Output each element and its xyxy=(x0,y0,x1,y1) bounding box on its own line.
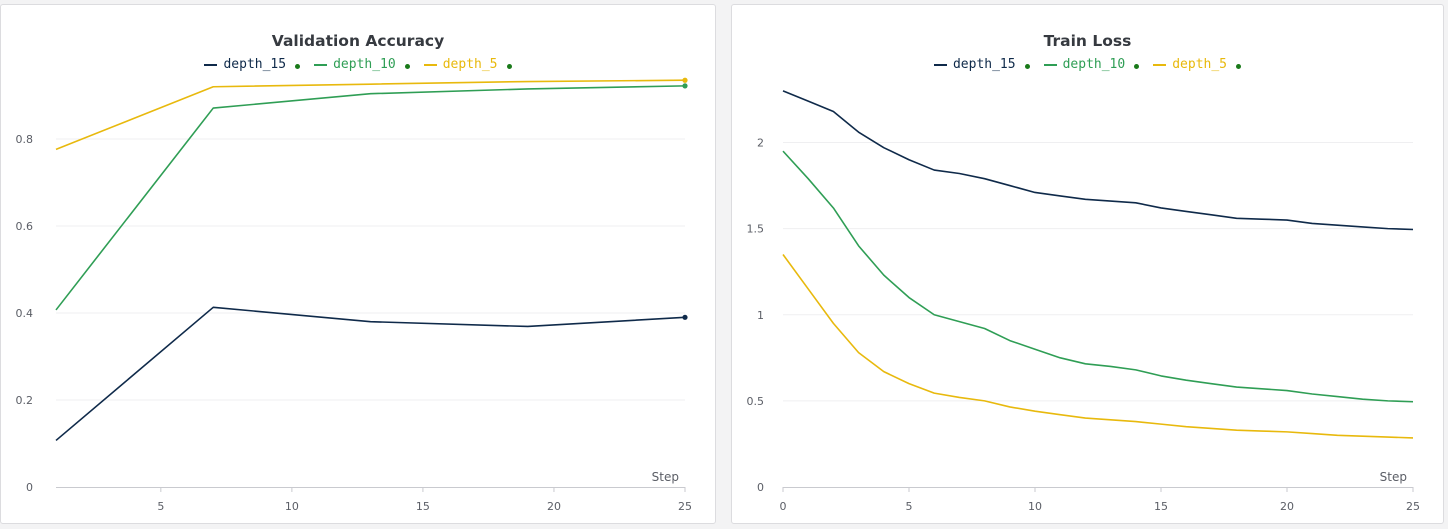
y-tick-label: 0.5 xyxy=(747,395,765,408)
train-loss-panel: 0 0.5 1 1.5 2 0 5 10 15 20 25 Step Train Loss depth… xyxy=(731,4,1444,524)
legend-item-depth-10[interactable]: depth_10 xyxy=(1043,57,1140,72)
x-tick-label: 25 xyxy=(1406,500,1420,513)
series-line-depth-15 xyxy=(55,306,686,442)
validation-accuracy-plot: 0 0.2 0.4 0.6 0.8 5 10 15 20 25 Step xyxy=(16,77,692,513)
validation-accuracy-panel: 0 0.2 0.4 0.6 0.8 5 10 15 20 25 Step Validation Ac… xyxy=(0,4,716,524)
legend-dot-icon xyxy=(295,63,301,69)
legend-item-depth-5[interactable]: depth_5 xyxy=(423,57,512,72)
chart-legend: depth_15 depth_10 depth_5 xyxy=(732,57,1443,72)
y-tick-label: 2 xyxy=(757,137,764,150)
series-end-point-depth-10 xyxy=(682,83,688,89)
x-tick-label: 0 xyxy=(780,500,787,513)
series-line-depth-15 xyxy=(782,90,1414,231)
y-tick-label: 0.2 xyxy=(16,394,34,407)
x-tick-label: 10 xyxy=(285,500,299,513)
y-tick-label: 1.5 xyxy=(747,223,765,236)
x-tick-label: 15 xyxy=(1154,500,1168,513)
legend-item-depth-15[interactable]: depth_15 xyxy=(204,57,301,72)
legend-dot-icon xyxy=(1134,63,1140,69)
x-axis-label: Step xyxy=(1380,470,1407,484)
y-tick-label: 1 xyxy=(757,309,764,322)
x-tick-label: 20 xyxy=(1280,500,1294,513)
series-line-depth-10 xyxy=(782,150,1414,403)
x-axis-label: Step xyxy=(652,470,679,484)
legend-label-depth-5: depth_5 xyxy=(1172,57,1228,72)
legend-swatch-depth-5 xyxy=(423,63,437,66)
chart-title: Validation Accuracy xyxy=(271,32,445,50)
legend-dot-icon xyxy=(1024,63,1030,69)
series-end-point-depth-5 xyxy=(682,77,688,83)
legend-swatch-depth-5 xyxy=(1153,63,1167,66)
legend-dot-icon xyxy=(506,63,512,69)
legend-label-depth-15: depth_15 xyxy=(952,57,1016,72)
legend-label-depth-10: depth_10 xyxy=(1062,57,1126,72)
chart-legend: depth_15 depth_10 depth_5 xyxy=(1,57,715,72)
y-tick-label: 0 xyxy=(757,481,764,494)
series-line-depth-5 xyxy=(55,79,686,151)
legend-label-depth-10: depth_10 xyxy=(333,57,396,72)
legend-swatch-depth-15 xyxy=(204,63,218,66)
y-tick-label: 0.6 xyxy=(16,220,34,233)
legend-label-depth-15: depth_15 xyxy=(223,57,287,72)
series-line-depth-5 xyxy=(782,253,1414,439)
y-tick-label: 0 xyxy=(26,481,33,494)
x-tick-label: 15 xyxy=(416,500,430,513)
chart-title: Train Loss xyxy=(1043,32,1132,50)
legend-item-depth-5[interactable]: depth_5 xyxy=(1153,57,1242,72)
legend-item-depth-10[interactable]: depth_10 xyxy=(314,57,410,72)
legend-swatch-depth-10 xyxy=(1043,63,1057,66)
x-tick-label: 5 xyxy=(157,500,164,513)
x-tick-label: 20 xyxy=(547,500,561,513)
legend-label-depth-5: depth_5 xyxy=(442,57,498,72)
legend-dot-icon xyxy=(404,63,410,69)
x-tick-label: 25 xyxy=(678,500,692,513)
x-tick-label: 5 xyxy=(906,500,913,513)
x-tick-label: 10 xyxy=(1028,500,1042,513)
legend-dot-icon xyxy=(1236,63,1242,69)
series-end-point-depth-15 xyxy=(682,314,688,320)
y-tick-label: 0.4 xyxy=(16,307,34,320)
legend-swatch-depth-15 xyxy=(933,63,947,66)
legend-swatch-depth-10 xyxy=(314,63,328,66)
series-line-depth-10 xyxy=(55,85,686,311)
y-tick-label: 0.8 xyxy=(16,133,34,146)
legend-item-depth-15[interactable]: depth_15 xyxy=(933,57,1030,72)
